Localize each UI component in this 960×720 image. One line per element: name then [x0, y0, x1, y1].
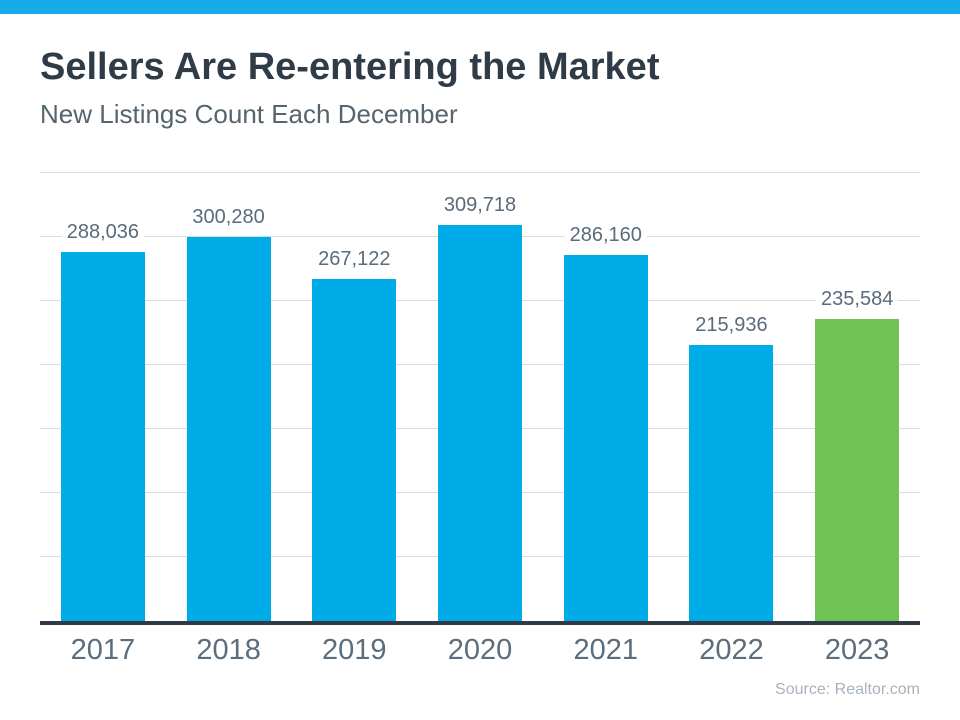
- gridline: [40, 172, 920, 173]
- bar-value-label-2020: 309,718: [438, 193, 522, 218]
- bar-value-label-2021: 286,160: [564, 223, 647, 248]
- page-subtitle: New Listings Count Each December: [40, 99, 458, 129]
- x-axis-label-2023: 2023: [824, 634, 890, 666]
- x-axis-label-2019: 2019: [322, 634, 387, 666]
- x-axis-label-2018: 2018: [196, 634, 261, 666]
- bar-value-label-2023: 235,584: [816, 287, 899, 312]
- bar-value-label-2017: 288,036: [61, 220, 145, 245]
- bar-chart: 288,036 300,280 267,122 309,718 286,160 215,9…: [40, 172, 920, 625]
- bar-group-2017: 288,036: [40, 173, 166, 621]
- x-axis-line: [40, 621, 920, 625]
- x-axis-label-2021: 2021: [573, 634, 638, 666]
- source-attribution: Source: Realtor.com: [775, 681, 920, 698]
- bar-2017: [60, 252, 145, 621]
- bar-2018: [186, 237, 271, 621]
- bar-value-label-2018: 300,280: [187, 205, 270, 230]
- bar-group-2019: 267,122: [291, 173, 417, 621]
- x-axis-labels: 2017 2018 2019 2020 2021 2022 2023: [40, 634, 920, 667]
- top-accent-bar: [0, 0, 960, 14]
- bar-group-2023: 235,584: [794, 173, 920, 621]
- bar-2020: [438, 225, 523, 621]
- bar-2021: [563, 255, 648, 621]
- x-axis-label-2017: 2017: [70, 634, 136, 666]
- bar-2022: [689, 345, 774, 621]
- bar-value-label-2022: 215,936: [690, 313, 773, 338]
- page-title: Sellers Are Re-entering the Market: [40, 46, 660, 88]
- bar-group-2021: 286,160: [543, 173, 669, 621]
- bar-group-2018: 300,280: [166, 173, 292, 621]
- bar-2023: [815, 319, 900, 621]
- bar-2019: [312, 279, 397, 621]
- bar-value-label-2019: 267,122: [313, 247, 396, 272]
- bar-group-2022: 215,936: [669, 173, 795, 621]
- bar-group-2020: 309,718: [417, 173, 543, 621]
- bars-container: 288,036 300,280 267,122 309,718 286,160 215,9…: [40, 173, 920, 621]
- x-axis-label-2020: 2020: [447, 634, 513, 666]
- x-axis-label-2022: 2022: [699, 634, 764, 666]
